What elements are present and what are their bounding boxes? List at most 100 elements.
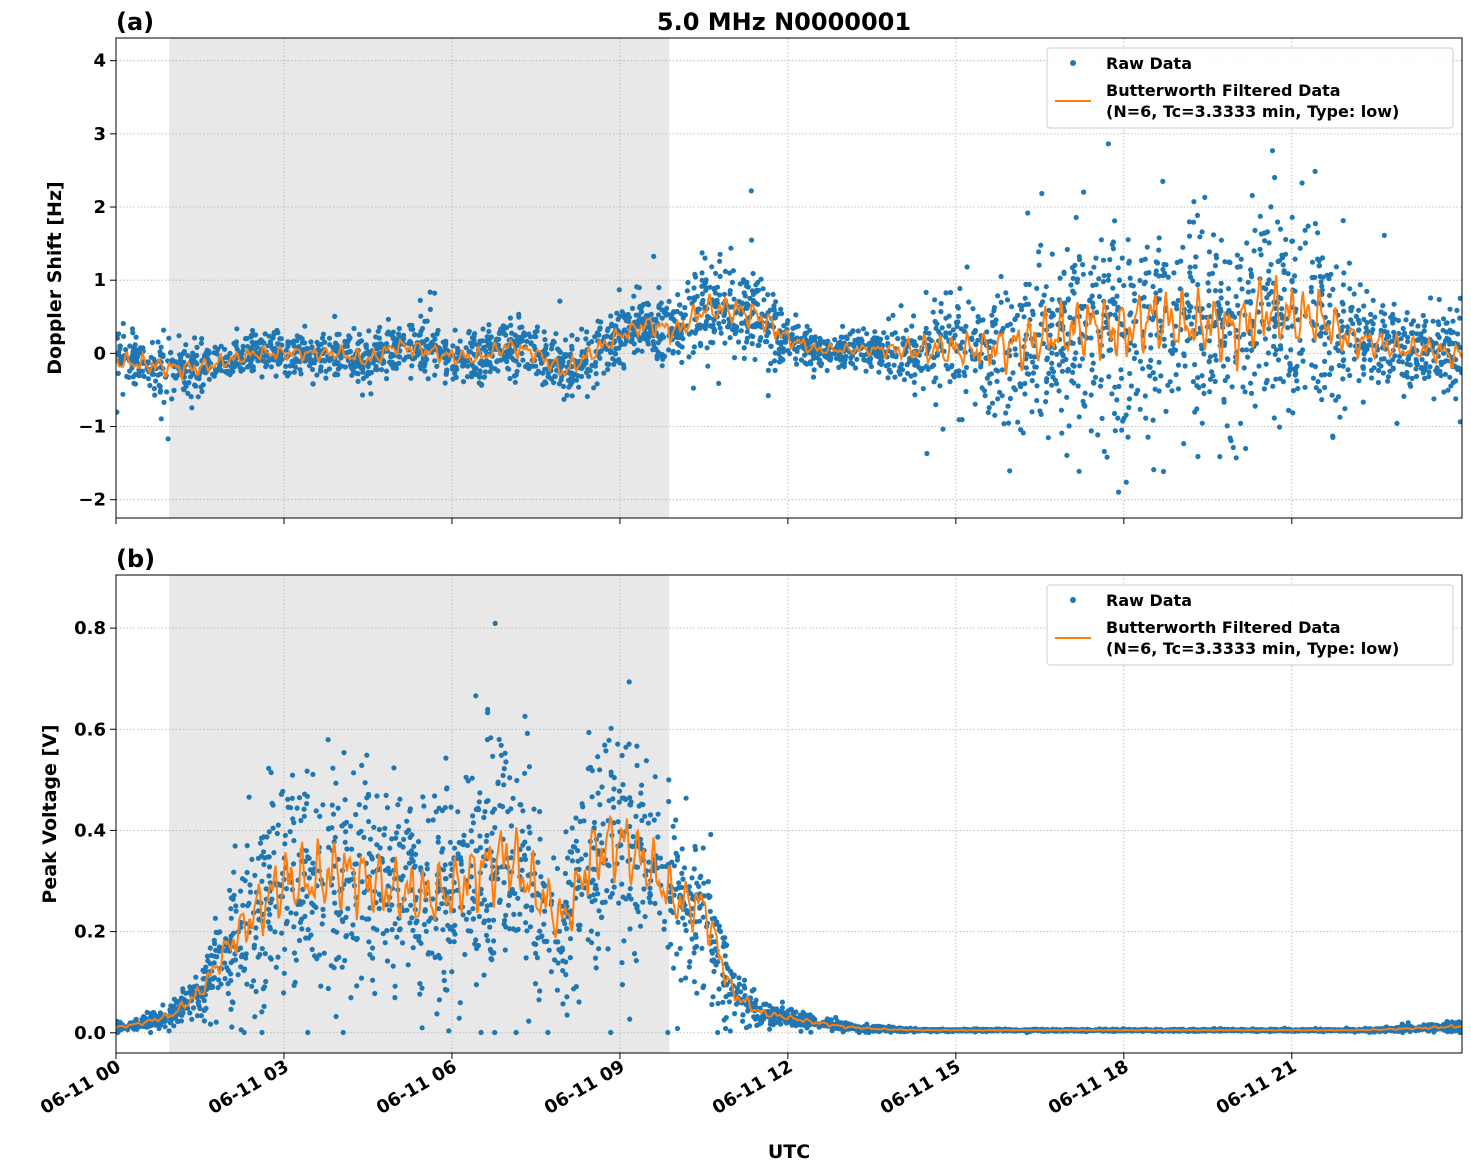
- raw-data-point: [522, 770, 528, 776]
- raw-data-point: [1194, 406, 1200, 412]
- raw-data-point: [1313, 385, 1319, 391]
- raw-data-point: [700, 914, 706, 920]
- raw-data-point: [166, 335, 172, 341]
- raw-data-point: [1094, 309, 1100, 315]
- y-tick-label: 2: [93, 197, 106, 218]
- raw-data-point: [204, 347, 210, 353]
- raw-data-point: [1213, 357, 1219, 363]
- raw-data-point: [481, 972, 487, 978]
- raw-data-point: [1153, 259, 1159, 265]
- raw-data-point: [304, 345, 310, 351]
- raw-data-point: [1091, 264, 1097, 270]
- raw-data-point: [694, 327, 700, 333]
- raw-data-point: [1318, 330, 1324, 336]
- raw-data-point: [385, 316, 391, 322]
- raw-data-point: [619, 309, 625, 315]
- raw-data-point: [645, 341, 651, 347]
- raw-data-point: [310, 870, 316, 876]
- raw-data-point: [271, 330, 277, 336]
- raw-data-point: [347, 335, 353, 341]
- raw-data-point: [350, 922, 356, 928]
- raw-data-point: [956, 368, 962, 374]
- raw-data-point: [1045, 435, 1051, 441]
- raw-data-point: [708, 831, 714, 838]
- raw-data-point: [231, 340, 237, 346]
- raw-data-point: [427, 289, 433, 295]
- raw-data-point: [240, 343, 246, 349]
- raw-data-point: [852, 337, 858, 343]
- raw-data-point: [1100, 279, 1106, 285]
- raw-data-point: [609, 321, 615, 327]
- raw-data-point: [601, 370, 607, 376]
- raw-data-point: [783, 336, 789, 342]
- raw-data-point: [1148, 332, 1154, 338]
- raw-data-point: [1079, 356, 1085, 362]
- raw-data-point: [1195, 282, 1201, 288]
- raw-data-point: [464, 842, 471, 849]
- raw-data-point: [421, 921, 427, 928]
- raw-data-point: [310, 771, 316, 778]
- raw-data-point: [892, 374, 898, 380]
- raw-data-point: [1224, 423, 1230, 429]
- raw-data-point: [1107, 257, 1113, 263]
- raw-data-point: [1390, 311, 1396, 317]
- raw-data-point: [640, 802, 646, 808]
- raw-data-point: [1256, 363, 1262, 369]
- raw-data-point: [1280, 262, 1286, 268]
- raw-data-point: [198, 340, 204, 346]
- raw-data-point: [1064, 246, 1070, 253]
- raw-data-point: [249, 327, 256, 334]
- raw-data-point: [1235, 302, 1241, 308]
- raw-data-point: [1224, 300, 1230, 306]
- raw-data-point: [1287, 367, 1293, 374]
- raw-data-point: [854, 356, 860, 362]
- raw-data-point: [211, 960, 217, 966]
- raw-data-point: [1010, 370, 1016, 376]
- raw-data-point: [569, 393, 575, 399]
- raw-data-point: [1054, 351, 1060, 357]
- raw-data-point: [629, 337, 635, 343]
- raw-data-point: [448, 873, 454, 879]
- raw-data-point: [1233, 455, 1239, 461]
- raw-data-point: [117, 343, 123, 349]
- raw-data-point: [1044, 376, 1050, 382]
- raw-data-point: [1064, 452, 1070, 458]
- raw-data-point: [727, 304, 733, 310]
- raw-data-point: [736, 339, 742, 345]
- raw-data-point: [537, 809, 543, 815]
- raw-data-point: [266, 333, 272, 339]
- raw-data-point: [231, 869, 237, 875]
- raw-data-point: [281, 970, 287, 976]
- raw-data-point: [252, 1014, 258, 1020]
- raw-data-point: [1209, 369, 1215, 375]
- raw-data-point: [1241, 331, 1247, 337]
- raw-data-point: [266, 358, 272, 364]
- raw-data-point: [1049, 382, 1055, 388]
- raw-data-point: [283, 347, 289, 353]
- raw-data-point: [963, 364, 970, 371]
- raw-data-point: [169, 396, 175, 402]
- raw-data-point: [127, 343, 133, 349]
- raw-data-point: [282, 370, 288, 376]
- raw-data-point: [950, 327, 956, 333]
- raw-data-point: [584, 329, 590, 335]
- raw-data-point: [744, 305, 750, 311]
- raw-data-point: [707, 323, 713, 329]
- raw-data-point: [648, 311, 654, 317]
- raw-data-point: [503, 912, 509, 918]
- raw-data-point: [679, 884, 685, 891]
- raw-data-point: [691, 285, 697, 291]
- raw-data-point: [639, 782, 645, 788]
- raw-data-point: [318, 341, 324, 348]
- raw-data-point: [145, 376, 151, 382]
- raw-data-point: [462, 358, 469, 364]
- raw-data-point: [852, 365, 859, 371]
- raw-data-point: [532, 981, 539, 987]
- raw-data-point: [842, 357, 848, 363]
- raw-data-point: [1275, 219, 1281, 225]
- raw-data-point: [212, 941, 218, 947]
- raw-data-point: [901, 377, 908, 383]
- raw-data-point: [771, 303, 777, 309]
- raw-data-point: [240, 902, 246, 908]
